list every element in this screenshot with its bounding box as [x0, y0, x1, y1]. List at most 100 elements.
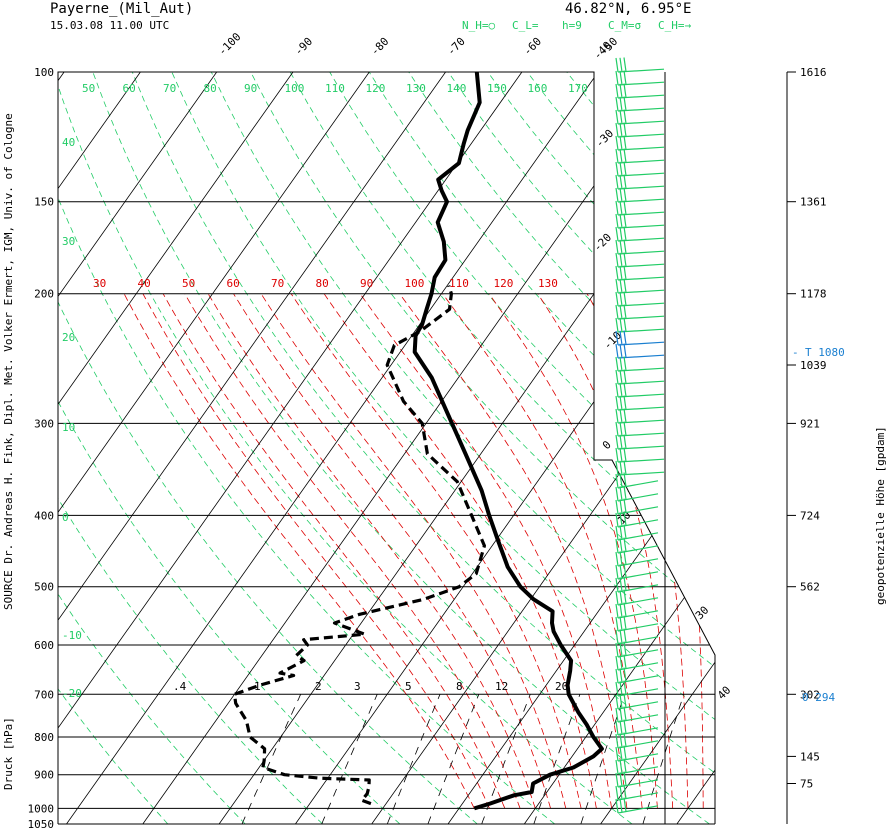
isotherm-line: [58, 72, 218, 824]
wind-barb-feather: [619, 317, 623, 332]
wind-barb-feather: [623, 784, 627, 799]
wind-barb-feather: [619, 642, 623, 657]
isotherm-label: -60: [521, 35, 544, 58]
isotherm-line: [58, 72, 523, 824]
pressure-label-400: 400: [34, 509, 54, 522]
isotherm-label: -30: [593, 127, 616, 150]
wind-barb-feather: [623, 719, 627, 734]
wind-barb-feather: [623, 447, 627, 462]
isoline-labels: -100 -90 -80 -70 -60 -50-40-30-20-10010304050…: [62, 30, 733, 702]
wind-barb-feather: [615, 356, 619, 372]
sounding-datetime: 15.03.08 11.00 UTC: [50, 19, 169, 32]
wind-barb-feather: [623, 771, 627, 786]
wind-barb-feather: [619, 148, 623, 163]
wind-barb-feather: [619, 278, 623, 293]
wind-barb-feather: [619, 122, 623, 137]
wind-barb-feather: [615, 707, 619, 723]
wind-barb-feather: [619, 187, 623, 202]
wind-barb-feather: [623, 576, 627, 591]
isotherm-line: [218, 72, 715, 824]
wind-barb-feather: [623, 317, 627, 332]
wind-barb-feather: [619, 83, 623, 98]
moist-adiabat-label: 40: [138, 277, 151, 290]
wind-barb-feather: [623, 226, 627, 241]
wind-barb-feather: [615, 629, 619, 645]
wind-barb: [617, 237, 665, 242]
wind-barb-feather: [623, 667, 627, 682]
wind-barb-feather: [623, 460, 627, 475]
wind-barb-feather: [619, 551, 623, 566]
moist-adiabat-line: [488, 293, 658, 809]
dry-adiabat-line: [447, 72, 715, 824]
wind-barbs: [615, 57, 665, 814]
pressure-label-200: 200: [34, 288, 54, 301]
dry-adiabat-label: -20: [62, 687, 82, 700]
pressure-label-1050: 1050: [28, 818, 55, 831]
dry-adiabat-label: 50: [82, 82, 95, 95]
moist-adiabat-line: [184, 293, 521, 809]
dry-adiabat-label: 0: [62, 511, 69, 524]
wind-barb: [617, 146, 665, 151]
wind-barb-feather: [623, 83, 627, 98]
pressure-tick-labels: 100 150 200 300 400 500 600 700 800 900 1000 1050: [28, 66, 55, 831]
dry-adiabat-label: 40: [62, 136, 75, 149]
isotherm-line: [58, 72, 294, 824]
wind-barb-feather: [623, 148, 627, 163]
diagram-frame: [57, 71, 788, 825]
isotherm-line: [295, 72, 715, 824]
wind-barb-feather: [623, 174, 627, 189]
wind-barb-feather: [623, 693, 627, 708]
tropopause-tick: -: [792, 346, 799, 359]
station-coordinates: 46.82°N, 6.95°E: [565, 1, 691, 17]
height-label: 724: [800, 509, 820, 522]
wind-barb-feather: [615, 733, 619, 749]
wind-barb-feather: [623, 70, 627, 85]
wind-barb: [617, 445, 665, 450]
height-label: 1361: [800, 196, 827, 209]
wind-barb: [617, 393, 665, 398]
wind-barb-feather: [615, 330, 619, 346]
wind-barb: [617, 458, 665, 463]
moist-adiabat-label: 50: [182, 277, 195, 290]
wind-barb-feather: [615, 369, 619, 385]
source-credit: SOURCE Dr. Andreas H. Fink, Dipl. Met. V…: [2, 113, 15, 610]
wind-barb-feather: [615, 395, 619, 411]
moist-adiabat-line: [323, 293, 597, 809]
wind-barb-feather: [615, 564, 619, 580]
wind-barb-feather: [619, 57, 623, 72]
wind-barb-feather: [623, 382, 627, 397]
dry-adiabat-line: [725, 72, 888, 824]
wind-barb-feather: [623, 330, 627, 345]
wind-barb-feather: [619, 252, 623, 267]
wind-barb-feather: [619, 161, 623, 176]
wind-barb-feather: [623, 511, 627, 526]
moist-adiabat-line: [123, 293, 475, 809]
mixing-ratio-label: .4: [173, 680, 187, 693]
mixing-ratio-line: [642, 694, 685, 824]
wind-barb-feather: [615, 135, 619, 151]
wind-barb: [617, 289, 665, 294]
dry-adiabat-line: [289, 72, 715, 824]
wind-barb-feather: [615, 512, 619, 528]
wind-barb-feather: [623, 291, 627, 306]
wind-barb-feather: [623, 563, 627, 578]
moist-adiabat-label: 130: [538, 277, 558, 290]
wind-barb: [617, 159, 665, 164]
wind-barb-feather: [623, 797, 627, 812]
wind-barb-feather: [623, 356, 627, 371]
wind-barb-feather: [623, 537, 627, 552]
wind-barb-feather: [623, 304, 627, 319]
mixing-ratio-line: [580, 694, 626, 824]
dry-adiabat-label: 30: [62, 235, 75, 248]
wind-barb: [617, 133, 665, 138]
height-label: 1178: [800, 288, 827, 301]
wind-barb-feather: [623, 498, 627, 513]
wind-barb-feather: [619, 746, 623, 761]
wind-barb: [617, 107, 665, 112]
wind-barb-feather: [619, 603, 623, 618]
wind-barb-feather: [615, 109, 619, 125]
wind-barb: [617, 185, 665, 190]
wind-barb-feather: [619, 486, 623, 501]
dry-adiabat-label: 120: [366, 82, 386, 95]
